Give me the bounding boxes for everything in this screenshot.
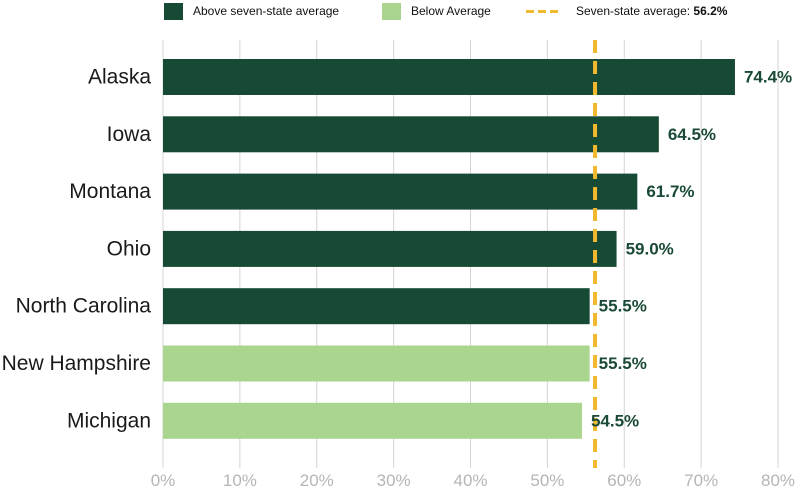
x-tick-label-50: 50%	[530, 471, 564, 490]
legend-item-below: Below Average	[382, 2, 491, 20]
x-tick-label-30: 30%	[377, 471, 411, 490]
legend-average-prefix: Seven-state average:	[576, 4, 694, 18]
value-label-alaska: 74.4%	[744, 68, 792, 87]
bar-iowa	[163, 116, 659, 153]
x-tick-label-60: 60%	[607, 471, 641, 490]
labels-layer: Alaska 74.4% Iowa 64.5% Montana 61.7% Ohio 59.0…	[2, 66, 793, 433]
x-tick-label-70: 70%	[684, 471, 718, 490]
x-tick-label-0: 0%	[151, 471, 176, 490]
legend-swatch-above	[164, 2, 183, 20]
value-label-michigan: 54.5%	[591, 411, 639, 430]
legend-label-average: Seven-state average: 56.2%	[576, 4, 727, 18]
bar-new-hampshire	[163, 345, 590, 382]
category-label-new-hampshire: New Hampshire	[2, 352, 151, 375]
legend-dash-average	[526, 9, 566, 13]
category-label-north-carolina: North Carolina	[16, 295, 152, 318]
legend-swatch-below	[382, 2, 401, 20]
bar-montana	[163, 173, 638, 210]
bars-layer	[163, 59, 735, 439]
x-tick-label-40: 40%	[453, 471, 487, 490]
category-label-alaska: Alaska	[88, 66, 151, 89]
bar-alaska	[163, 59, 735, 95]
category-label-ohio: Ohio	[107, 237, 151, 260]
legend-item-above: Above seven-state average	[164, 2, 339, 20]
legend-label-above: Above seven-state average	[193, 4, 340, 18]
legend-item-average: Seven-state average: 56.2%	[526, 2, 727, 20]
bar-michigan	[163, 402, 582, 439]
value-label-north-carolina: 55.5%	[599, 297, 647, 316]
bar-north-carolina	[163, 288, 590, 325]
value-label-iowa: 64.5%	[668, 125, 716, 144]
value-label-ohio: 59.0%	[626, 239, 674, 258]
legend: Above seven-state average Below Average …	[0, 0, 801, 24]
category-label-michigan: Michigan	[67, 409, 151, 432]
legend-label-below: Below Average	[411, 4, 491, 18]
value-label-montana: 61.7%	[646, 182, 694, 201]
legend-average-value: 56.2%	[693, 4, 728, 18]
x-tick-label-20: 20%	[300, 471, 334, 490]
value-label-new-hampshire: 55.5%	[599, 354, 647, 373]
ticks-layer: 0% 10% 20% 30% 40% 50% 60% 70% 80%	[151, 471, 795, 490]
category-label-montana: Montana	[69, 180, 151, 203]
bar-ohio	[163, 230, 617, 267]
category-label-iowa: Iowa	[107, 123, 152, 146]
x-tick-label-80: 80%	[761, 471, 795, 490]
x-tick-label-10: 10%	[223, 471, 257, 490]
